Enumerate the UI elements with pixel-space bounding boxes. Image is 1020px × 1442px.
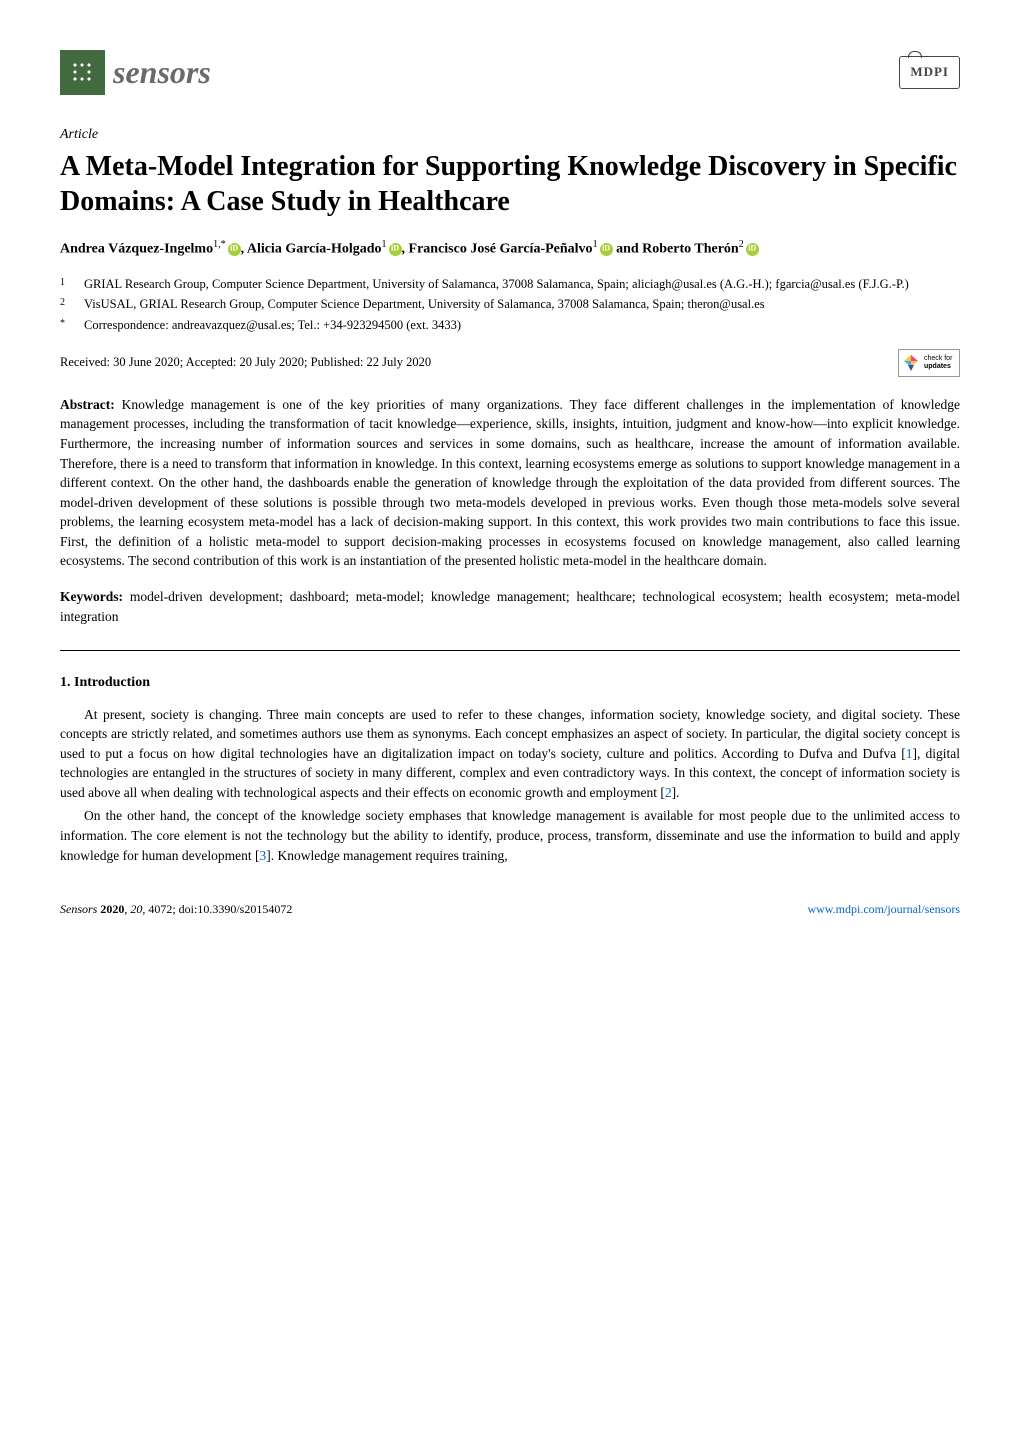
- abstract-label: Abstract:: [60, 397, 115, 412]
- correspondence: * Correspondence: andreavazquez@usal.es;…: [60, 316, 960, 335]
- keywords-label: Keywords:: [60, 589, 123, 604]
- crossref-icon: [901, 353, 921, 373]
- ref-1[interactable]: 1: [906, 746, 913, 761]
- p1c: ].: [672, 785, 680, 800]
- authors-block: Andrea Vázquez-Ingelmo1,*, Alicia García…: [60, 237, 960, 261]
- check-line2: updates: [924, 363, 952, 371]
- intro-body: At present, society is changing. Three m…: [60, 705, 960, 866]
- sep: ,: [402, 241, 409, 256]
- check-updates-text: check for updates: [924, 355, 952, 370]
- keywords-text: model-driven development; dashboard; met…: [60, 589, 960, 624]
- author-4: Roberto Therón: [642, 241, 739, 256]
- affiliation-1: 1 GRIAL Research Group, Computer Science…: [60, 275, 960, 294]
- footer-left: Sensors 2020, 20, 4072; doi:10.3390/s201…: [60, 901, 292, 918]
- fl-d: 20: [130, 902, 142, 916]
- journal-name: sensors: [113, 50, 211, 95]
- check-line1: check for: [924, 355, 952, 363]
- intro-para-1: At present, society is changing. Three m…: [60, 705, 960, 803]
- affiliation-2: 2 VisUSAL, GRIAL Research Group, Compute…: [60, 295, 960, 314]
- affiliations-block: 1 GRIAL Research Group, Computer Science…: [60, 275, 960, 335]
- journal-logo: sensors: [60, 50, 211, 95]
- fl-b: 2020: [100, 902, 124, 916]
- abstract-block: Abstract: Knowledge management is one of…: [60, 395, 960, 571]
- mdpi-logo: MDPI: [899, 56, 960, 88]
- p2b: ]. Knowledge management requires trainin…: [266, 848, 507, 863]
- footer-right-link[interactable]: www.mdpi.com/journal/sensors: [807, 901, 960, 918]
- and: and: [616, 241, 639, 256]
- ref-2[interactable]: 2: [665, 785, 672, 800]
- author-4-sup: 2: [739, 239, 744, 250]
- corr-marker: *: [60, 316, 84, 335]
- header-row: sensors MDPI: [60, 50, 960, 95]
- aff-num-1: 1: [60, 275, 84, 294]
- orcid-icon[interactable]: [746, 243, 759, 256]
- author-2: Alicia García-Holgado: [247, 241, 382, 256]
- aff-text-2: VisUSAL, GRIAL Research Group, Computer …: [84, 295, 960, 314]
- fl-a: Sensors: [60, 902, 100, 916]
- author-3-sup: 1: [593, 239, 598, 250]
- sensors-icon: [60, 50, 105, 95]
- orcid-icon[interactable]: [228, 243, 241, 256]
- author-2-sup: 1: [382, 239, 387, 250]
- aff-text-1: GRIAL Research Group, Computer Science D…: [84, 275, 960, 294]
- article-type-label: Article: [60, 125, 960, 145]
- author-3: Francisco José García-Peñalvo: [409, 241, 593, 256]
- author-1-sup: 1,*: [213, 239, 226, 250]
- dates-row: Received: 30 June 2020; Accepted: 20 Jul…: [60, 349, 960, 377]
- p1a: At present, society is changing. Three m…: [60, 707, 960, 761]
- abstract-text: Knowledge management is one of the key p…: [60, 397, 960, 569]
- p2a: On the other hand, the concept of the kn…: [60, 808, 960, 862]
- aff-num-2: 2: [60, 295, 84, 314]
- section-1-heading: 1. Introduction: [60, 673, 960, 693]
- page-footer: Sensors 2020, 20, 4072; doi:10.3390/s201…: [60, 895, 960, 918]
- section-divider: [60, 650, 960, 651]
- dates-text: Received: 30 June 2020; Accepted: 20 Jul…: [60, 354, 431, 372]
- keywords-block: Keywords: model-driven development; dash…: [60, 587, 960, 626]
- fl-e: , 4072; doi:10.3390/s20154072: [142, 902, 292, 916]
- orcid-icon[interactable]: [600, 243, 613, 256]
- author-1: Andrea Vázquez-Ingelmo: [60, 241, 213, 256]
- check-updates-button[interactable]: check for updates: [898, 349, 960, 377]
- corr-text: Correspondence: andreavazquez@usal.es; T…: [84, 316, 960, 335]
- intro-para-2: On the other hand, the concept of the kn…: [60, 806, 960, 865]
- article-title: A Meta-Model Integration for Supporting …: [60, 149, 960, 219]
- orcid-icon[interactable]: [389, 243, 402, 256]
